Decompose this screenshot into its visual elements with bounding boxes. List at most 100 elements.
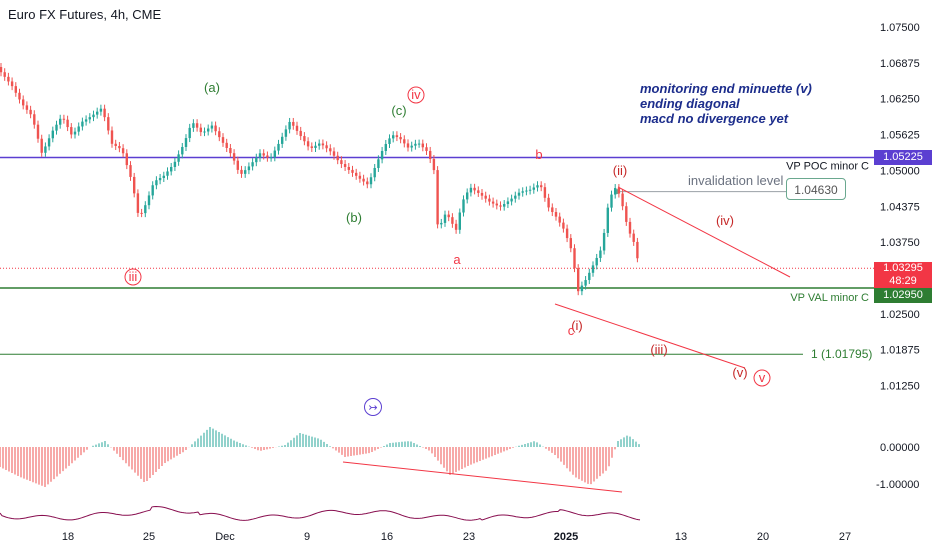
candle-body bbox=[110, 130, 114, 144]
x-tick-label: 2025 bbox=[554, 531, 578, 543]
macd-histogram bbox=[0, 427, 640, 493]
candle-body bbox=[595, 257, 598, 266]
x-tick-label: Dec bbox=[215, 531, 235, 543]
candle-body bbox=[118, 145, 121, 149]
candle-body bbox=[314, 145, 317, 148]
candle-body bbox=[569, 238, 572, 249]
candle-body bbox=[258, 153, 262, 158]
oscillator-path bbox=[0, 505, 641, 521]
note-line-2: ending diagonal bbox=[640, 96, 740, 111]
lower-diagonal-line bbox=[554, 303, 746, 369]
candle-body bbox=[532, 187, 535, 190]
candle-body bbox=[458, 212, 461, 230]
chart-title: Euro FX Futures, 4h, CME bbox=[8, 7, 162, 22]
wave-label: (ii) bbox=[613, 163, 627, 178]
candle-body bbox=[425, 147, 428, 151]
candle-body bbox=[129, 165, 132, 177]
candle-body bbox=[562, 222, 565, 229]
x-tick-label: 18 bbox=[62, 531, 74, 543]
candle-body bbox=[0, 67, 3, 73]
candle-body bbox=[395, 135, 399, 138]
invalidation-value-box: 1.04630 bbox=[786, 178, 846, 200]
candle-body bbox=[266, 155, 269, 158]
candle-body bbox=[236, 160, 239, 170]
candle-body bbox=[414, 143, 417, 146]
candle-body bbox=[269, 157, 273, 159]
candle-body bbox=[606, 207, 609, 233]
candle-body bbox=[547, 197, 550, 208]
wave-label: (v) bbox=[732, 365, 747, 380]
x-tick-label: 16 bbox=[381, 531, 393, 543]
candle-body bbox=[173, 161, 177, 167]
candle-body bbox=[114, 143, 117, 146]
trendlines bbox=[554, 186, 791, 369]
candle-body bbox=[403, 139, 406, 144]
wave-label: v bbox=[759, 370, 766, 385]
arrow-circle-icon[interactable]: ↣ bbox=[364, 398, 382, 416]
candle-body bbox=[358, 175, 362, 179]
candle-body bbox=[147, 195, 151, 206]
x-tick-label: 20 bbox=[757, 531, 769, 543]
candle-body bbox=[454, 223, 458, 230]
candle-body bbox=[318, 143, 321, 146]
macd-axis-ticks: 0.00000 -1.00000 bbox=[876, 442, 920, 491]
candle-body bbox=[40, 138, 43, 153]
y-tick-label: 1.01250 bbox=[880, 381, 920, 393]
y-tick-label: 1.06875 bbox=[880, 58, 920, 70]
candle-body bbox=[477, 190, 480, 193]
candle-body bbox=[602, 232, 606, 251]
candle-body bbox=[103, 108, 106, 118]
candle-body bbox=[140, 212, 143, 214]
candle-body bbox=[380, 150, 384, 160]
candle-body bbox=[480, 192, 484, 196]
y-tick-label: 1.04375 bbox=[880, 201, 920, 213]
x-tick-label: 27 bbox=[839, 531, 851, 543]
wave-label: (i) bbox=[571, 318, 583, 333]
y-tick-label: 1.03750 bbox=[880, 237, 920, 249]
candle-body bbox=[299, 130, 302, 137]
wave-label: (iii) bbox=[650, 342, 667, 357]
val-price-tag: 1.02950 bbox=[874, 288, 932, 303]
candle-body bbox=[207, 128, 210, 132]
y-tick-label: 1.01875 bbox=[880, 345, 920, 357]
note-line-3: macd no divergence yet bbox=[640, 111, 789, 126]
candle-body bbox=[121, 148, 125, 154]
y-tick-label: 1.05000 bbox=[880, 165, 920, 177]
last-price-tag: 1.03295 48:29 bbox=[874, 262, 932, 290]
candle-body bbox=[247, 166, 251, 171]
candle-body bbox=[377, 159, 380, 168]
wave-label: iv bbox=[411, 87, 421, 102]
candle-body bbox=[528, 189, 532, 191]
y-tick-label: 1.07500 bbox=[880, 22, 920, 34]
candle-body bbox=[447, 214, 450, 218]
candle-body bbox=[325, 145, 328, 149]
candle-body bbox=[506, 201, 510, 205]
wave-circle bbox=[124, 268, 142, 286]
y-axis-ticks: 1.07500 1.06875 1.06250 1.05625 1.05000 1.043… bbox=[880, 22, 920, 393]
y-tick-label: 1.05625 bbox=[880, 130, 920, 142]
candle-body bbox=[33, 114, 36, 125]
candle-body bbox=[73, 131, 77, 135]
candle-body bbox=[251, 162, 254, 167]
wave-labels: iii (a) (b) (c) iv a b (i)c (ii) (iii) (iv) (v) v bbox=[124, 80, 771, 387]
candle-body bbox=[99, 108, 103, 112]
x-tick-label: 23 bbox=[463, 531, 475, 543]
candle-body bbox=[628, 221, 632, 234]
candle-body bbox=[517, 192, 521, 196]
candle-body bbox=[462, 199, 465, 213]
candle-body bbox=[144, 205, 147, 214]
candle-body bbox=[262, 153, 265, 156]
candle-body bbox=[484, 195, 487, 199]
candle-body bbox=[18, 92, 21, 100]
candle-body bbox=[429, 150, 432, 160]
candle-body bbox=[162, 175, 165, 178]
wave-label: (b) bbox=[346, 210, 362, 225]
candle-body bbox=[343, 164, 347, 167]
candle-body bbox=[347, 166, 350, 170]
candle-body bbox=[536, 185, 539, 188]
candle-body bbox=[218, 131, 221, 138]
wave-label: (c) bbox=[391, 103, 406, 118]
candle-body bbox=[551, 207, 554, 213]
candle-body bbox=[384, 143, 387, 151]
